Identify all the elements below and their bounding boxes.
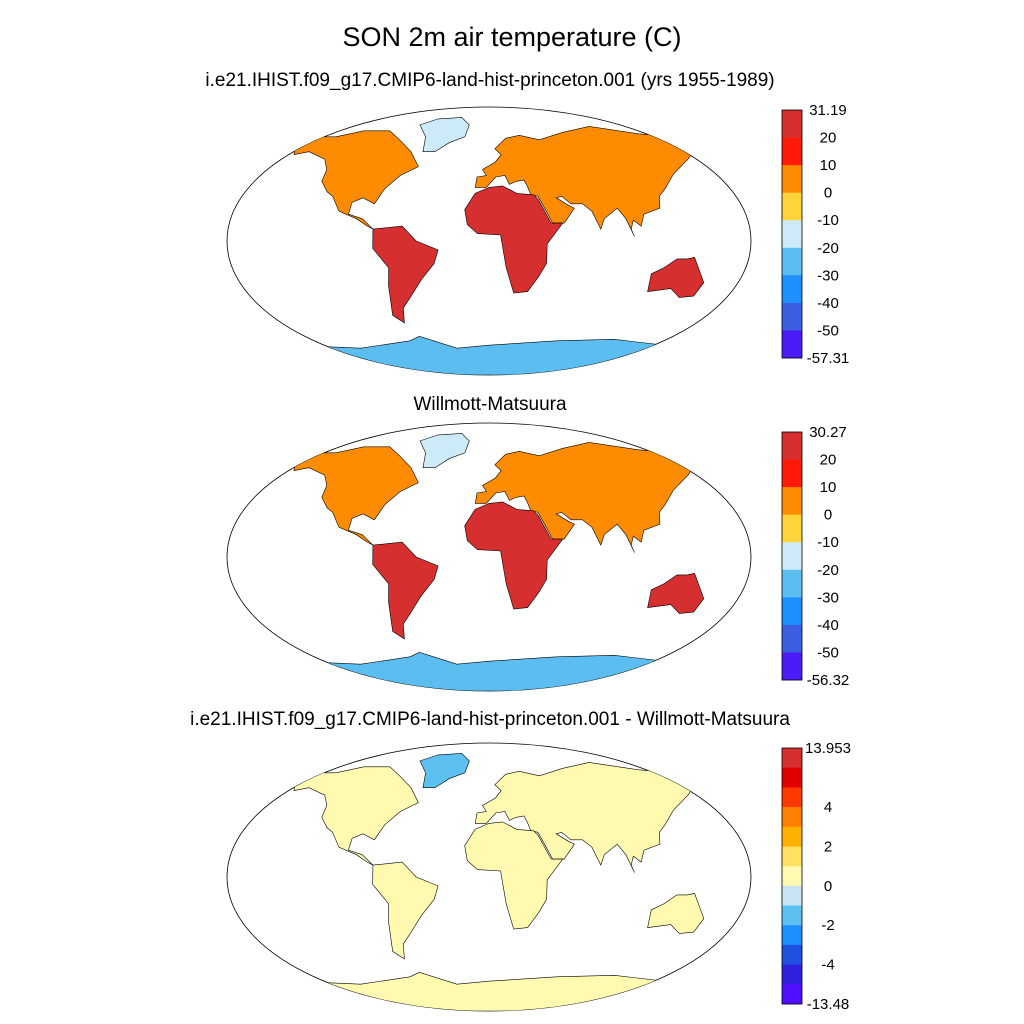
colorbar-tick-label: -40 [817,617,839,634]
panel-2: Willmott-Matsuura 30.27 20 10 0 -10 -20 -30 -40 -… [226,394,850,692]
colorbar-max-label: 13.953 [805,740,851,757]
colorbar-min-label: -56.32 [807,672,850,689]
colorbar-swatch [782,432,802,460]
continent-greenland [419,753,470,789]
map-land-layer [292,433,705,691]
colorbar-swatch [782,302,802,331]
panel-3: i.e21.IHIST.f09_g17.CMIP6-land-hist-prin… [190,709,851,1013]
figure-title: SON 2m air temperature (C) [342,22,682,52]
colorbar-swatch [782,220,802,249]
colorbar-swatch [782,137,802,166]
colorbar-tick-label: -50 [817,644,839,661]
colorbar-swatch [782,787,802,808]
colorbar-swatch [782,247,802,276]
continent-africa [464,821,564,930]
colorbar-swatch [782,885,802,906]
colorbar-tick-label: 10 [820,479,837,496]
continent-australia [647,573,705,614]
colorbar-swatch [782,984,802,1005]
colorbar-frame [781,747,803,1005]
colorbar-swatch [782,807,802,828]
continent-north-america [293,766,419,866]
colorbar-swatch [782,542,802,571]
colorbar-swatch [782,905,802,926]
colorbar-tick-label: -10 [817,534,839,551]
colorbar-max-label: 31.19 [809,102,847,119]
colorbar-tick-label: -30 [817,589,839,606]
colorbar-tick-label: -20 [817,562,839,579]
colorbar-swatch [782,514,802,543]
colorbar-tick-label: 0 [824,878,832,895]
continent-africa [464,185,564,294]
colorbar: 31.19 20 10 0 -10 -20 -30 -40 -50 -57.31 [781,102,850,367]
colorbar-tick-label: 10 [820,157,837,174]
colorbar-tick-label: -10 [817,212,839,229]
colorbar-min-label: -13.48 [807,996,850,1013]
colorbar-swatch [782,748,802,768]
colorbar-swatch [782,846,802,867]
continent-south-america [372,225,439,324]
continent-greenland [419,433,470,469]
colorbar-swatch [782,165,802,193]
colorbar-swatch [782,944,802,965]
colorbar-tick-label: -50 [817,322,839,339]
colorbar-frame [781,431,803,681]
continent-south-america [372,541,439,640]
colorbar-tick-label: 20 [820,452,837,469]
colorbar-tick-label: 0 [824,507,832,524]
colorbar-max-label: 30.27 [809,424,847,441]
panel-title: Willmott-Matsuura [413,394,567,415]
colorbar-swatch [782,964,802,985]
continent-greenland [419,117,470,152]
panel-1: i.e21.IHIST.f09_g17.CMIP6-land-hist-prin… [205,70,850,376]
colorbar: 30.27 20 10 0 -10 -20 -30 -40 -50 -56.32 [781,424,850,689]
colorbar-swatch [782,569,802,598]
colorbar-swatch [782,767,802,788]
colorbar: 13.953 4 2 0 -2 -4 -13.48 [781,740,851,1013]
colorbar-tick-label: 2 [824,839,832,856]
colorbar-swatch [782,487,802,515]
colorbar-swatch [782,925,802,946]
colorbar-swatch [782,826,802,847]
colorbar-swatch [782,866,802,887]
colorbar-swatch [782,330,802,359]
colorbar-swatch [782,275,802,304]
continent-north-america [293,130,419,230]
colorbar-swatch [782,652,802,681]
colorbar-swatch [782,110,802,138]
colorbar-swatch [782,459,802,488]
continent-north-america [293,446,419,546]
colorbar-frame [781,109,803,359]
colorbar-tick-label: -40 [817,295,839,312]
colorbar-tick-label: -2 [821,917,834,934]
colorbar-tick-label: -20 [817,240,839,257]
colorbar-tick-label: 20 [820,130,837,147]
panel-title: i.e21.IHIST.f09_g17.CMIP6-land-hist-prin… [205,70,774,91]
colorbar-swatch [782,597,802,626]
colorbar-min-label: -57.31 [807,350,850,367]
continent-australia [647,257,705,298]
continent-australia [647,893,705,934]
colorbar-swatch [782,624,802,653]
continent-africa [464,501,564,610]
colorbar-tick-label: -4 [821,957,834,974]
panel-title: i.e21.IHIST.f09_g17.CMIP6-land-hist-prin… [190,709,790,730]
colorbar-swatch [782,192,802,221]
colorbar-tick-label: -30 [817,267,839,284]
continent-south-america [372,861,439,960]
map-land-layer [292,117,705,375]
colorbar-tick-label: 4 [824,799,832,816]
colorbar-tick-label: 0 [824,185,832,202]
